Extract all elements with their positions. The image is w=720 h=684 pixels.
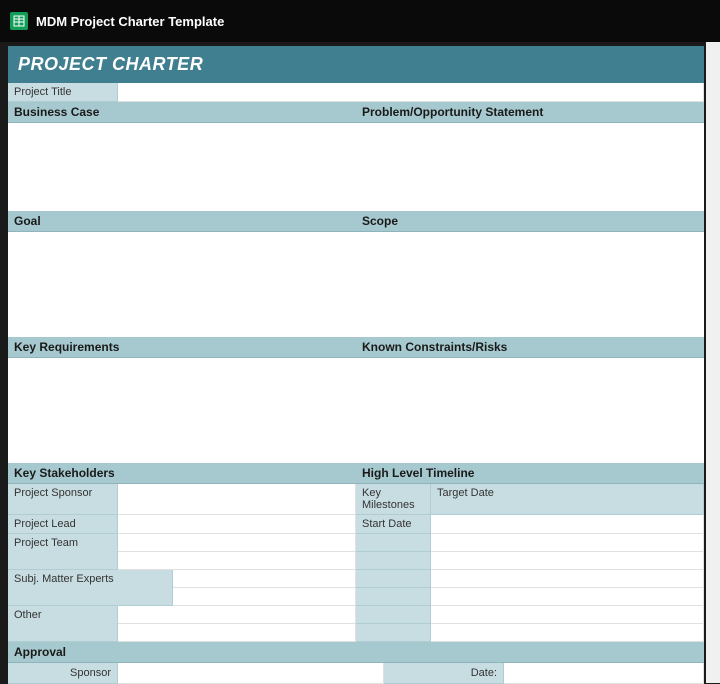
start-date-input[interactable] xyxy=(431,515,704,534)
project-lead-input[interactable] xyxy=(118,515,356,534)
goal-header: Goal xyxy=(8,211,356,232)
project-lead-label: Project Lead xyxy=(8,515,118,534)
other-input-1[interactable] xyxy=(118,606,356,624)
milestone-cell-1[interactable] xyxy=(356,534,431,552)
project-team-input-1[interactable] xyxy=(118,534,356,552)
row-goal-scope-header: Goal Scope xyxy=(8,211,704,232)
project-sponsor-label: Project Sponsor xyxy=(8,484,118,515)
business-case-header: Business Case xyxy=(8,102,356,123)
target-date-cell-4[interactable] xyxy=(431,588,704,606)
charter-banner: PROJECT CHARTER xyxy=(8,46,704,83)
goal-input[interactable] xyxy=(8,232,356,337)
stake-row-5: Other xyxy=(8,606,704,642)
scope-header: Scope xyxy=(356,211,704,232)
approval-sponsor-label: Sponsor xyxy=(8,663,118,684)
milestone-cell-4[interactable] xyxy=(356,588,431,606)
start-date-label: Start Date xyxy=(356,515,431,534)
key-requirements-header: Key Requirements xyxy=(8,337,356,358)
milestone-cell-3[interactable] xyxy=(356,570,431,588)
target-date-cell-1[interactable] xyxy=(431,534,704,552)
high-level-timeline-header: High Level Timeline xyxy=(356,463,704,484)
project-title-input[interactable] xyxy=(118,83,704,102)
problem-statement-header: Problem/Opportunity Statement xyxy=(356,102,704,123)
approval-sponsor-input[interactable] xyxy=(118,663,384,684)
milestone-cell-2[interactable] xyxy=(356,552,431,570)
project-charter-sheet: PROJECT CHARTER Project Title Business C… xyxy=(8,46,704,684)
approval-date-label: Date: xyxy=(384,663,504,684)
document-title[interactable]: MDM Project Charter Template xyxy=(36,14,224,29)
sme-input-1[interactable] xyxy=(173,570,356,588)
known-constraints-input[interactable] xyxy=(356,358,704,463)
milestone-cell-5[interactable] xyxy=(356,606,431,624)
row-bc-ps-header: Business Case Problem/Opportunity Statem… xyxy=(8,102,704,123)
stake-row-2: Project Lead Start Date xyxy=(8,515,704,534)
project-title-row: Project Title xyxy=(8,83,704,102)
project-sponsor-input[interactable] xyxy=(118,484,356,515)
known-constraints-header: Known Constraints/Risks xyxy=(356,337,704,358)
other-label: Other xyxy=(8,606,118,642)
other-input-2[interactable] xyxy=(118,624,356,642)
target-date-cell-3[interactable] xyxy=(431,570,704,588)
row-bc-ps-content xyxy=(8,123,704,211)
row-stake-timeline-header: Key Stakeholders High Level Timeline xyxy=(8,463,704,484)
sheet-wrapper: PROJECT CHARTER Project Title Business C… xyxy=(0,42,720,684)
key-stakeholders-header: Key Stakeholders xyxy=(8,463,356,484)
sheets-icon xyxy=(10,12,28,30)
project-title-label: Project Title xyxy=(8,83,118,102)
approval-date-input[interactable] xyxy=(504,663,704,684)
scrollbar-track[interactable] xyxy=(706,42,720,683)
problem-statement-input[interactable] xyxy=(356,123,704,211)
approval-row: Sponsor Date: xyxy=(8,663,704,684)
target-date-cell-2[interactable] xyxy=(431,552,704,570)
key-requirements-input[interactable] xyxy=(8,358,356,463)
target-date-cell-5[interactable] xyxy=(431,606,704,624)
stake-row-3: Project Team xyxy=(8,534,704,570)
scope-input[interactable] xyxy=(356,232,704,337)
milestone-cell-6[interactable] xyxy=(356,624,431,642)
project-team-label: Project Team xyxy=(8,534,118,570)
approval-header-row: Approval xyxy=(8,642,704,663)
target-date-label: Target Date xyxy=(431,484,704,515)
business-case-input[interactable] xyxy=(8,123,356,211)
stake-row-1: Project Sponsor Key Milestones Target Da… xyxy=(8,484,704,515)
topbar: MDM Project Charter Template xyxy=(0,0,720,42)
sme-input-2[interactable] xyxy=(173,588,356,606)
key-milestones-label: Key Milestones xyxy=(356,484,431,515)
sme-label: Subj. Matter Experts xyxy=(8,570,173,606)
stake-row-4: Subj. Matter Experts xyxy=(8,570,704,606)
row-goal-scope-content xyxy=(8,232,704,337)
row-req-risk-content xyxy=(8,358,704,463)
project-team-input-2[interactable] xyxy=(118,552,356,570)
target-date-cell-6[interactable] xyxy=(431,624,704,642)
approval-header: Approval xyxy=(8,642,704,663)
row-req-risk-header: Key Requirements Known Constraints/Risks xyxy=(8,337,704,358)
